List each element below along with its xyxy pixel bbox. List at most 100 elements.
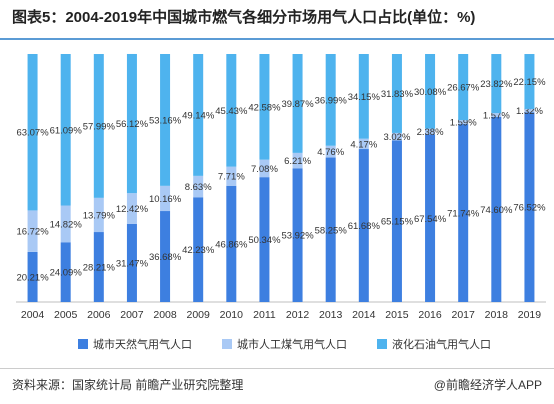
legend-swatch-natural-gas — [78, 339, 88, 349]
data-label-coal-gas-2018: 1.57% — [483, 111, 510, 122]
bar-natural-gas-2018 — [491, 116, 502, 302]
bar-lpg-2017 — [458, 54, 469, 121]
bar-coal-gas-2013 — [325, 145, 336, 158]
x-tick-label-2008: 2008 — [153, 309, 177, 321]
data-label-lpg-2013: 36.99% — [315, 95, 348, 106]
legend-item-lpg: 液化石油气用气人口 — [377, 336, 491, 352]
data-label-natural-gas-2016: 67.54% — [414, 214, 447, 225]
data-label-lpg-2012: 39.87% — [281, 99, 314, 110]
data-label-lpg-2009: 49.14% — [182, 110, 215, 121]
data-label-lpg-2019: 22.15% — [513, 77, 546, 88]
source-divider — [0, 368, 554, 369]
x-tick-label-2018: 2018 — [485, 309, 509, 321]
bar-coal-gas-2004 — [27, 210, 38, 252]
data-label-coal-gas-2004: 16.72% — [16, 227, 49, 238]
bar-natural-gas-2004 — [27, 251, 38, 302]
bar-coal-gas-2005 — [60, 205, 71, 243]
legend-label-coal-gas: 城市人工煤气用气人口 — [237, 339, 347, 351]
data-label-lpg-2017: 26.67% — [447, 83, 480, 94]
data-label-coal-gas-2010: 7.71% — [218, 172, 245, 183]
data-label-coal-gas-2016: 2.38% — [417, 127, 444, 138]
data-label-lpg-2015: 31.83% — [381, 89, 414, 100]
bar-lpg-2006 — [93, 54, 104, 198]
title-divider — [0, 38, 554, 40]
bar-coal-gas-2015 — [391, 132, 402, 141]
x-tick-label-2004: 2004 — [21, 309, 45, 321]
x-tick-label-2009: 2009 — [187, 309, 211, 321]
x-tick-label-2013: 2013 — [319, 309, 343, 321]
bar-lpg-2016 — [425, 54, 436, 129]
legend-label-lpg: 液化石油气用气人口 — [392, 339, 491, 351]
x-tick-label-2015: 2015 — [385, 309, 409, 321]
data-label-natural-gas-2010: 46.86% — [215, 239, 248, 250]
x-tick-label-2006: 2006 — [87, 309, 111, 321]
bar-natural-gas-2005 — [60, 242, 71, 302]
data-label-coal-gas-2005: 14.82% — [50, 219, 83, 230]
x-tick-label-2016: 2016 — [418, 309, 442, 321]
bar-coal-gas-2007 — [126, 193, 137, 224]
data-label-coal-gas-2013: 4.76% — [317, 147, 344, 158]
bar-natural-gas-2013 — [325, 157, 336, 302]
bar-coal-gas-2011 — [259, 159, 270, 178]
data-label-coal-gas-2019: 1.32% — [516, 106, 543, 117]
bar-lpg-2019 — [524, 54, 535, 109]
x-tick-label-2005: 2005 — [54, 309, 78, 321]
bar-natural-gas-2014 — [358, 149, 369, 302]
bar-lpg-2018 — [491, 54, 502, 114]
data-label-natural-gas-2011: 50.34% — [248, 235, 281, 246]
x-tick-label-2012: 2012 — [286, 309, 310, 321]
bar-natural-gas-2015 — [391, 140, 402, 302]
data-label-lpg-2007: 56.12% — [116, 119, 149, 130]
bar-natural-gas-2011 — [259, 177, 270, 302]
data-label-natural-gas-2014: 61.68% — [348, 221, 381, 232]
data-label-coal-gas-2014: 4.17% — [350, 139, 377, 150]
data-label-natural-gas-2019: 76.52% — [513, 203, 546, 214]
data-label-coal-gas-2006: 13.79% — [83, 210, 116, 221]
bar-natural-gas-2009 — [193, 197, 204, 302]
data-label-lpg-2016: 30.08% — [414, 87, 447, 98]
data-label-coal-gas-2008: 10.16% — [149, 194, 182, 205]
legend-swatch-lpg — [377, 339, 387, 349]
data-label-lpg-2010: 45.43% — [215, 106, 248, 117]
source-note: 资料来源：国家统计局 前瞻产业研究院整理 — [12, 378, 244, 392]
bar-natural-gas-2006 — [93, 232, 104, 302]
legend-item-coal-gas: 城市人工煤气用气人口 — [222, 336, 347, 352]
bar-coal-gas-2016 — [425, 128, 436, 135]
data-label-lpg-2014: 34.15% — [348, 92, 381, 103]
data-label-natural-gas-2008: 36.68% — [149, 252, 182, 263]
data-label-lpg-2004: 63.07% — [16, 128, 49, 139]
bar-natural-gas-2017 — [458, 124, 469, 302]
data-label-natural-gas-2004: 20.21% — [16, 272, 49, 283]
bar-natural-gas-2019 — [524, 112, 535, 302]
data-label-lpg-2018: 23.82% — [480, 79, 513, 90]
data-label-lpg-2005: 61.09% — [50, 125, 83, 136]
data-label-lpg-2006: 57.99% — [83, 121, 116, 132]
bar-coal-gas-2019 — [524, 108, 535, 113]
data-label-coal-gas-2012: 6.21% — [284, 156, 311, 167]
bar-lpg-2007 — [126, 53, 137, 194]
bar-coal-gas-2014 — [358, 138, 369, 150]
legend-swatch-coal-gas — [222, 339, 232, 349]
brand-credit: @前瞻经济学人APP — [433, 378, 542, 392]
data-label-natural-gas-2005: 24.09% — [50, 268, 83, 279]
bar-natural-gas-2007 — [126, 223, 137, 302]
bar-coal-gas-2006 — [93, 197, 104, 233]
x-tick-label-2014: 2014 — [352, 309, 376, 321]
data-label-natural-gas-2017: 71.74% — [447, 209, 480, 220]
bar-natural-gas-2008 — [160, 211, 171, 302]
x-tick-label-2019: 2019 — [518, 309, 542, 321]
bar-lpg-2012 — [292, 54, 303, 153]
bar-coal-gas-2012 — [292, 152, 303, 169]
bar-lpg-2013 — [325, 54, 336, 146]
bar-lpg-2014 — [358, 54, 369, 139]
x-tick-label-2010: 2010 — [220, 309, 244, 321]
data-label-lpg-2008: 53.16% — [149, 115, 182, 126]
bar-coal-gas-2018 — [491, 113, 502, 117]
bar-lpg-2004 — [27, 54, 38, 211]
bar-lpg-2008 — [160, 54, 171, 186]
data-label-natural-gas-2012: 53.92% — [281, 231, 314, 242]
bar-natural-gas-2012 — [292, 168, 303, 302]
data-label-coal-gas-2011: 7.08% — [251, 164, 278, 175]
bar-coal-gas-2008 — [160, 185, 171, 212]
x-tick-label-2017: 2017 — [452, 309, 476, 321]
